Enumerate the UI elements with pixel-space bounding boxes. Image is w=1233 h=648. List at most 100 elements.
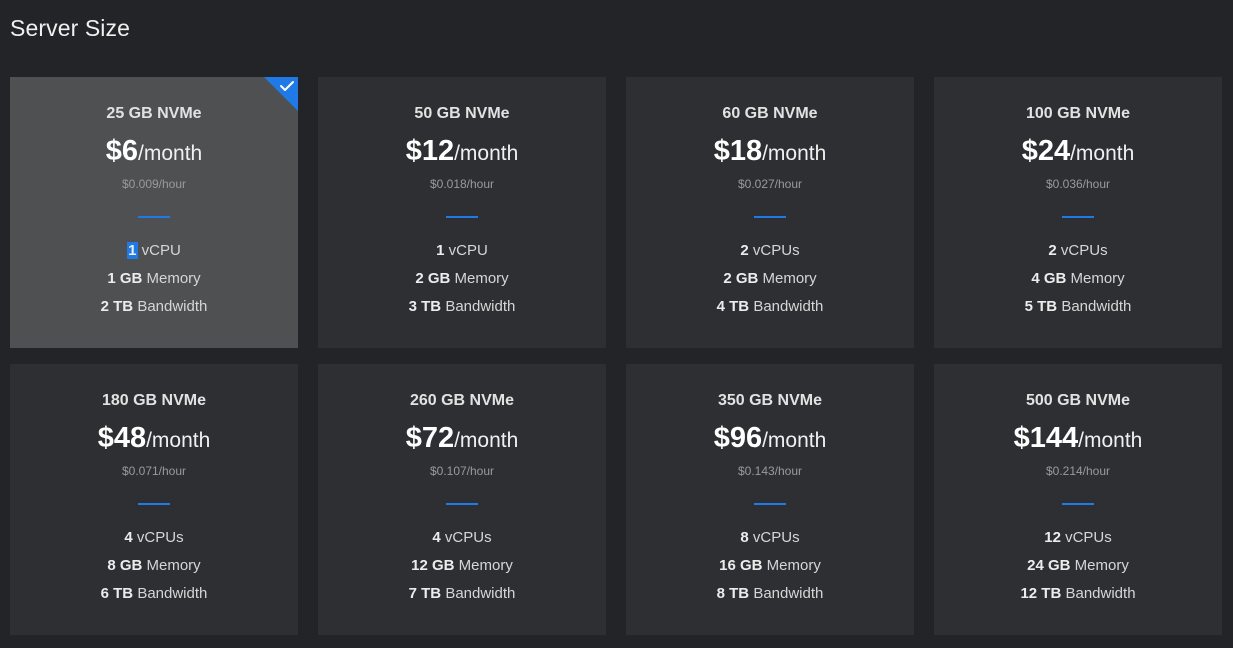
plan-period: /month <box>762 142 827 165</box>
checkmark-icon <box>264 77 298 111</box>
plan-hourly-price: $0.009/hour <box>121 177 187 191</box>
plan-hourly-price: $0.143/hour <box>737 464 803 478</box>
plan-disk: 180 GB NVMe <box>101 392 207 409</box>
plan-memory-amount: 2 GB <box>415 270 451 287</box>
plan-cpu: 2 vCPUs <box>626 242 914 259</box>
plan-bandwidth-amount: 2 TB <box>100 298 134 315</box>
plan-divider <box>1062 503 1094 505</box>
plan-disk: 260 GB NVMe <box>409 392 515 409</box>
plan-disk: 350 GB NVMe <box>717 392 823 409</box>
plan-hourly-price: $0.107/hour <box>429 464 495 478</box>
plan-price: $18 <box>713 135 763 167</box>
plan-price-line: $12/month <box>318 135 606 168</box>
plan-card-5[interactable]: 180 GB NVMe $48/month $0.071/hour 4 vCPU… <box>10 364 298 635</box>
plan-hourly-price: $0.027/hour <box>737 177 803 191</box>
plan-memory: 1 GB Memory <box>10 270 298 287</box>
plan-card-8[interactable]: 500 GB NVMe $144/month $0.214/hour 12 vC… <box>934 364 1222 635</box>
plan-memory-amount: 1 GB <box>107 270 143 287</box>
plan-memory-amount: 16 GB <box>719 557 763 574</box>
plan-cpu-count: 2 <box>740 242 749 259</box>
plan-bandwidth: 4 TB Bandwidth <box>626 298 914 315</box>
plan-bandwidth-label: Bandwidth <box>1061 298 1132 315</box>
plan-hourly-price: $0.018/hour <box>429 177 495 191</box>
plan-price-line: $24/month <box>934 135 1222 168</box>
plan-price: $48 <box>97 422 147 454</box>
plan-cpu-label: vCPUs <box>1065 529 1112 546</box>
plan-cpu-label: vCPUs <box>1060 242 1108 259</box>
plan-disk: 25 GB NVMe <box>106 105 202 122</box>
plan-cpu-label: vCPUs <box>752 529 800 546</box>
plan-bandwidth: 12 TB Bandwidth <box>934 585 1222 602</box>
plan-memory: 16 GB Memory <box>626 557 914 574</box>
plan-cpu-label: vCPUs <box>752 242 800 259</box>
plan-memory-label: Memory <box>458 557 513 574</box>
plan-bandwidth-label: Bandwidth <box>137 585 208 602</box>
plan-period: /month <box>146 429 211 452</box>
plan-bandwidth: 8 TB Bandwidth <box>626 585 914 602</box>
plan-memory-label: Memory <box>1074 557 1129 574</box>
plan-bandwidth-amount: 6 TB <box>100 585 134 602</box>
plan-bandwidth-label: Bandwidth <box>445 585 516 602</box>
plan-memory-amount: 8 GB <box>107 557 143 574</box>
plan-bandwidth-amount: 12 TB <box>1020 585 1062 602</box>
plan-price: $12 <box>405 135 455 167</box>
plan-cpu-label: vCPUs <box>444 529 492 546</box>
plan-memory: 12 GB Memory <box>318 557 606 574</box>
plan-card-4[interactable]: 100 GB NVMe $24/month $0.036/hour 2 vCPU… <box>934 77 1222 348</box>
plan-card-3[interactable]: 60 GB NVMe $18/month $0.027/hour 2 vCPUs… <box>626 77 914 348</box>
plan-card-7[interactable]: 350 GB NVMe $96/month $0.143/hour 8 vCPU… <box>626 364 914 635</box>
plan-cpu-count: 8 <box>740 529 749 546</box>
plan-cpu-count: 4 <box>432 529 441 546</box>
plan-divider <box>138 503 170 505</box>
plan-memory-amount: 12 GB <box>411 557 455 574</box>
plan-hourly-price: $0.071/hour <box>121 464 187 478</box>
plan-bandwidth: 6 TB Bandwidth <box>10 585 298 602</box>
plan-cpu: 4 vCPUs <box>10 529 298 546</box>
plan-bandwidth-amount: 7 TB <box>408 585 442 602</box>
plan-price: $24 <box>1021 135 1071 167</box>
plan-bandwidth-amount: 5 TB <box>1024 298 1058 315</box>
plan-divider <box>1062 216 1094 218</box>
server-size-grid: 25 GB NVMe $6/month $0.009/hour 1 vCPU 1… <box>10 77 1222 635</box>
plan-price-line: $144/month <box>934 422 1222 455</box>
plan-period: /month <box>454 429 519 452</box>
plan-cpu: 4 vCPUs <box>318 529 606 546</box>
plan-disk: 500 GB NVMe <box>1025 392 1131 409</box>
plan-period: /month <box>454 142 519 165</box>
plan-bandwidth-label: Bandwidth <box>445 298 516 315</box>
plan-bandwidth-label: Bandwidth <box>137 298 208 315</box>
plan-cpu-count: 12 <box>1044 529 1061 546</box>
plan-hourly-price: $0.036/hour <box>1045 177 1111 191</box>
plan-disk: 60 GB NVMe <box>722 105 818 122</box>
plan-hourly-price: $0.214/hour <box>1045 464 1111 478</box>
plan-price-line: $72/month <box>318 422 606 455</box>
page-title: Server Size <box>10 15 130 41</box>
plan-memory-label: Memory <box>762 270 817 287</box>
plan-bandwidth: 2 TB Bandwidth <box>10 298 298 315</box>
plan-price-line: $6/month <box>10 135 298 168</box>
plan-cpu-label: vCPU <box>141 242 181 259</box>
plan-card-6[interactable]: 260 GB NVMe $72/month $0.107/hour 4 vCPU… <box>318 364 606 635</box>
plan-bandwidth-label: Bandwidth <box>1065 585 1136 602</box>
plan-memory-label: Memory <box>766 557 821 574</box>
plan-memory-amount: 4 GB <box>1031 270 1067 287</box>
plan-disk: 100 GB NVMe <box>1025 105 1131 122</box>
plan-cpu: 12 vCPUs <box>934 529 1222 546</box>
plan-period: /month <box>1070 142 1135 165</box>
plan-divider <box>754 503 786 505</box>
plan-divider <box>138 216 170 218</box>
plan-cpu: 1 vCPU <box>318 242 606 259</box>
plan-bandwidth-amount: 8 TB <box>716 585 750 602</box>
plan-card-1[interactable]: 25 GB NVMe $6/month $0.009/hour 1 vCPU 1… <box>10 77 298 348</box>
plan-memory-label: Memory <box>1070 270 1125 287</box>
plan-memory: 24 GB Memory <box>934 557 1222 574</box>
plan-card-2[interactable]: 50 GB NVMe $12/month $0.018/hour 1 vCPU … <box>318 77 606 348</box>
plan-period: /month <box>1078 429 1143 452</box>
plan-bandwidth-label: Bandwidth <box>753 298 824 315</box>
plan-cpu-count: 1 <box>127 242 138 259</box>
plan-price-line: $48/month <box>10 422 298 455</box>
plan-memory-amount: 2 GB <box>723 270 759 287</box>
plan-cpu-count: 2 <box>1048 242 1057 259</box>
plan-bandwidth-amount: 3 TB <box>408 298 442 315</box>
plan-price: $144 <box>1013 422 1079 454</box>
